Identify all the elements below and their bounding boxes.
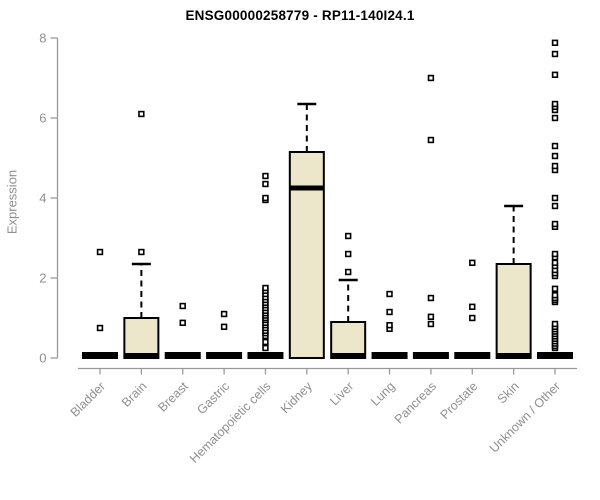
collapsed-box bbox=[371, 352, 408, 359]
outlier-point bbox=[551, 285, 559, 292]
outlier-point bbox=[262, 338, 269, 346]
boxplot-gastric bbox=[206, 310, 243, 359]
outlier-point bbox=[262, 344, 269, 352]
x-category-label: Bladder bbox=[68, 379, 108, 419]
outlier-point bbox=[427, 294, 435, 302]
x-category-label: Liver bbox=[327, 379, 356, 408]
outlier-point bbox=[262, 284, 269, 292]
x-category-label: Gastric bbox=[194, 379, 232, 417]
outlier-point bbox=[386, 290, 393, 298]
boxplot-pancreas bbox=[412, 74, 449, 359]
outlier-point bbox=[386, 308, 393, 316]
boxplot-liver bbox=[330, 232, 367, 359]
x-category-label: Hematopoietic cells bbox=[187, 379, 274, 466]
chart-title: ENSG00000258779 - RP11-140I24.1 bbox=[185, 8, 415, 23]
boxplot-brain bbox=[123, 110, 160, 359]
collapsed-box bbox=[164, 352, 201, 359]
x-category-label: Pancreas bbox=[392, 379, 439, 426]
box bbox=[123, 317, 160, 359]
x-category-label: Prostate bbox=[438, 379, 481, 422]
y-tick-label: 0 bbox=[39, 351, 46, 366]
outlier-point bbox=[262, 194, 269, 202]
outlier-point bbox=[551, 39, 559, 47]
y-tick-label: 6 bbox=[39, 111, 46, 126]
x-category-label: Kidney bbox=[278, 379, 315, 416]
outlier-point bbox=[262, 172, 269, 180]
outlier-point bbox=[427, 320, 435, 328]
x-category-label: Skin bbox=[495, 379, 522, 406]
outlier-point bbox=[344, 250, 352, 258]
outlier-point bbox=[96, 324, 104, 332]
outlier-point bbox=[138, 248, 145, 256]
x-category-label: Lung bbox=[368, 379, 398, 409]
outlier-point bbox=[427, 136, 435, 144]
outlier-point bbox=[551, 220, 559, 228]
x-category-label: Unknown / Other bbox=[487, 379, 563, 455]
outlier-point bbox=[179, 319, 186, 326]
outlier-point bbox=[469, 314, 476, 322]
box bbox=[495, 263, 532, 359]
collapsed-box bbox=[454, 352, 491, 359]
outlier-point bbox=[551, 291, 559, 299]
boxplot-unknown-other bbox=[537, 39, 574, 359]
outlier-point bbox=[551, 259, 559, 266]
collapsed-box bbox=[537, 352, 574, 359]
y-tick-label: 4 bbox=[39, 191, 46, 206]
y-tick-label: 2 bbox=[39, 271, 46, 286]
outlier-point bbox=[551, 142, 559, 150]
collapsed-box bbox=[206, 352, 243, 359]
outlier-point bbox=[551, 114, 559, 122]
outlier-point bbox=[551, 152, 559, 160]
outlier-point bbox=[551, 71, 559, 79]
outlier-point bbox=[427, 74, 435, 82]
boxplot-bladder bbox=[82, 248, 118, 359]
collapsed-box bbox=[247, 352, 284, 359]
collapsed-box bbox=[82, 352, 118, 359]
outlier-point bbox=[551, 194, 559, 202]
outlier-point bbox=[386, 321, 393, 329]
boxplot-skin bbox=[495, 204, 532, 359]
outlier-point bbox=[344, 232, 352, 240]
x-category-label: Brain bbox=[119, 379, 150, 410]
outlier-point bbox=[469, 303, 476, 310]
outlier-point bbox=[220, 323, 228, 330]
box bbox=[288, 151, 325, 359]
y-tick-label: 8 bbox=[39, 31, 46, 46]
outlier-point bbox=[469, 259, 476, 266]
outlier-point bbox=[220, 310, 228, 318]
box bbox=[330, 321, 367, 359]
outlier-point bbox=[551, 202, 559, 210]
boxplot-hematopoietic-cells bbox=[247, 172, 284, 359]
boxplot-lung bbox=[371, 290, 408, 359]
outlier-point bbox=[96, 248, 104, 256]
outlier-point bbox=[551, 320, 559, 328]
outlier-point bbox=[551, 100, 559, 108]
boxplot-breast bbox=[164, 302, 201, 359]
outlier-point bbox=[551, 162, 559, 170]
outlier-point bbox=[551, 250, 559, 258]
outlier-point bbox=[179, 302, 186, 310]
outlier-point bbox=[427, 313, 435, 320]
outlier-point bbox=[551, 50, 559, 58]
collapsed-box bbox=[412, 352, 449, 359]
x-category-label: Breast bbox=[155, 379, 191, 415]
y-axis: 0 2 4 6 8 bbox=[39, 31, 59, 366]
outlier-point bbox=[138, 110, 145, 118]
boxplot-prostate bbox=[454, 259, 491, 359]
outlier-point bbox=[262, 180, 269, 188]
outlier-point bbox=[344, 268, 352, 276]
boxplot-kidney bbox=[288, 102, 325, 359]
